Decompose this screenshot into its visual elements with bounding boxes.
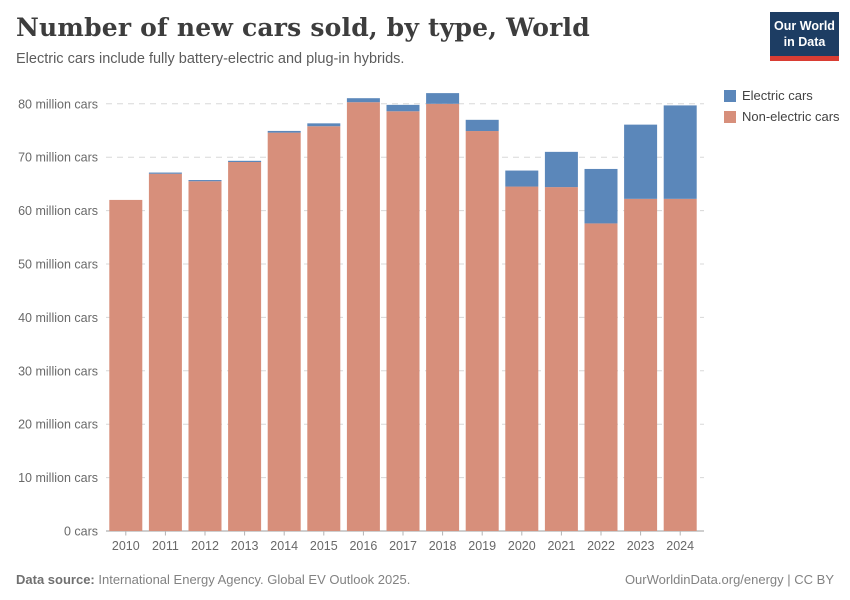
y-axis-label-50: 50 million cars (18, 258, 98, 272)
data-source-label: Data source: (16, 572, 95, 587)
legend-label-electric: Electric cars (742, 88, 813, 103)
x-axis-label-2018: 2018 (429, 539, 457, 553)
x-axis-label-2021: 2021 (547, 539, 575, 553)
bar-2013-electric (228, 160, 262, 163)
bar-2021-non-electric (544, 187, 578, 531)
bar-2013-non-electric (228, 162, 262, 532)
bar-2016-non-electric (346, 102, 380, 531)
data-source-note: Data source: International Energy Agency… (16, 572, 410, 587)
legend-item-electric: Electric cars (724, 88, 840, 103)
x-axis-label-2010: 2010 (112, 539, 140, 553)
legend-label-non-electric: Non-electric cars (742, 109, 840, 124)
x-axis-label-2011: 2011 (152, 539, 179, 553)
x-axis-label-2023: 2023 (627, 539, 655, 553)
bar-2019-electric (465, 119, 499, 132)
y-axis-label-20: 20 million cars (18, 418, 98, 432)
x-axis-label-2013: 2013 (231, 539, 259, 553)
bar-2020-non-electric (505, 186, 539, 531)
owid-logo-line2: in Data (783, 35, 826, 50)
x-axis-label-2020: 2020 (508, 539, 536, 553)
bar-2012-electric (188, 180, 222, 182)
data-source-text: International Energy Agency. Global EV O… (98, 572, 411, 587)
x-axis-label-2022: 2022 (587, 539, 615, 553)
chart-legend: Electric cars Non-electric cars (724, 88, 840, 130)
x-axis-label-2014: 2014 (270, 539, 298, 553)
y-axis-label-80: 80 million cars (18, 97, 98, 111)
bar-2019-non-electric (465, 131, 499, 531)
bar-2014-electric (267, 130, 301, 133)
bar-2023-electric (624, 124, 658, 199)
y-axis-label-0: 0 cars (64, 525, 98, 539)
y-axis-label-30: 30 million cars (18, 364, 98, 378)
bar-2024-electric (663, 105, 697, 199)
x-axis-label-2019: 2019 (468, 539, 496, 553)
bar-2015-non-electric (307, 126, 341, 531)
bar-2018-electric (426, 93, 460, 104)
bar-2024-non-electric (663, 198, 697, 532)
chart-title: Number of new cars sold, by type, World (16, 13, 590, 42)
legend-item-non-electric: Non-electric cars (724, 109, 840, 124)
bar-2022-electric (584, 168, 618, 224)
bar-2018-non-electric (426, 103, 460, 532)
owid-credit-text: OurWorldinData.org/energy | CC BY (624, 572, 834, 587)
owid-logo: Our World in Data (770, 12, 839, 61)
y-axis-label-40: 40 million cars (18, 311, 98, 325)
x-axis-label-2017: 2017 (389, 539, 417, 553)
bar-2012-non-electric (188, 181, 222, 532)
bar-2023-non-electric (624, 198, 658, 532)
bar-2020-electric (505, 170, 539, 187)
bar-2017-electric (386, 104, 420, 112)
legend-swatch-electric-icon (724, 89, 736, 102)
bar-2010-non-electric (109, 199, 143, 532)
bar-2011-non-electric (148, 173, 182, 531)
bar-2014-non-electric (267, 132, 301, 532)
bar-2022-non-electric (584, 223, 618, 531)
y-axis-label-60: 60 million cars (18, 204, 98, 218)
x-axis-label-2016: 2016 (349, 539, 377, 553)
x-axis-label-2015: 2015 (310, 539, 338, 553)
x-axis-label-2012: 2012 (191, 539, 219, 553)
bar-2021-electric (544, 151, 578, 188)
x-axis-label-2024: 2024 (666, 539, 694, 553)
bar-2017-non-electric (386, 111, 420, 531)
legend-swatch-non-electric-icon (724, 110, 736, 123)
chart-footer: Data source: International Energy Agency… (16, 572, 834, 587)
chart-subtitle: Electric cars include fully battery-elec… (16, 51, 405, 67)
bar-2015-electric (307, 123, 341, 127)
y-axis-label-10: 10 million cars (18, 471, 98, 485)
y-axis-label-70: 70 million cars (18, 151, 98, 165)
bar-2016-electric (346, 98, 380, 103)
bar-2011-electric (148, 172, 182, 174)
owid-logo-line1: Our World (774, 19, 835, 33)
